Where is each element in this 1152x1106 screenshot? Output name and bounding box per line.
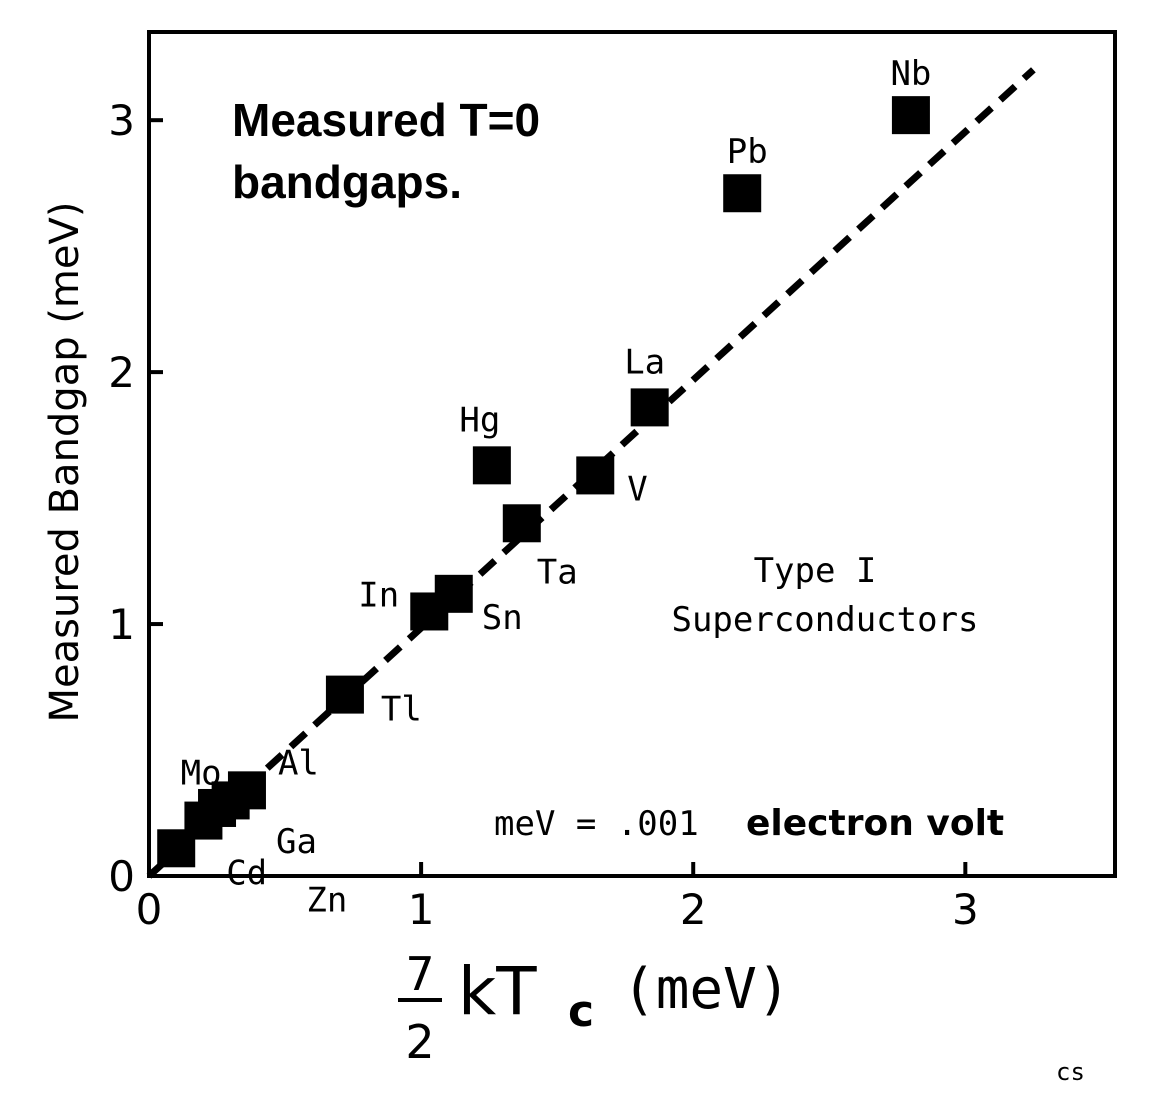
x-label-fraction-numerator: 7 <box>405 947 434 1001</box>
point-tl <box>325 675 364 714</box>
point-hg <box>472 446 511 485</box>
data-points: Cd Zn Ga Mo Al Tl In Sn Hg Ta V La Pb Nb <box>157 54 931 921</box>
point-al <box>227 771 266 810</box>
chart-title-line-1: Measured T=0 <box>232 94 540 146</box>
point-label-pb: Pb <box>727 132 768 172</box>
y-tick-label: 1 <box>108 600 135 649</box>
x-axis-label: 7 2 kT c (meV) <box>398 947 791 1069</box>
point-label-in: In <box>358 575 399 615</box>
y-tick-label: 3 <box>108 96 135 145</box>
point-label-cd: Cd <box>226 853 267 893</box>
point-label-ta: Ta <box>537 552 578 592</box>
y-tick-label: 2 <box>108 348 135 397</box>
x-tick-label: 2 <box>680 885 707 934</box>
point-label-zn: Zn <box>306 881 347 921</box>
units-note-prefix: meV = .001 <box>494 804 699 844</box>
type-label-line-2: Superconductors <box>671 600 978 640</box>
point-label-tl: Tl <box>381 690 422 730</box>
point-label-sn: Sn <box>482 598 523 638</box>
type-label-line-1: Type I <box>754 551 877 591</box>
point-label-v: V <box>627 469 647 509</box>
point-label-mo: Mo <box>181 753 222 793</box>
point-label-hg: Hg <box>459 400 500 440</box>
dashed-reference-line <box>146 67 1036 879</box>
point-pb <box>723 174 762 213</box>
point-la <box>630 388 669 427</box>
point-sn <box>434 574 473 613</box>
image-credit: cs <box>1056 1058 1085 1086</box>
chart-title-line-2: bandgaps. <box>232 156 462 208</box>
x-label-main: kT <box>458 953 537 1030</box>
point-ta <box>502 504 541 543</box>
point-label-nb: Nb <box>890 54 931 94</box>
x-tick-label: 0 <box>136 885 163 934</box>
x-tick-label: 3 <box>952 885 979 934</box>
x-label-unit: (meV) <box>622 957 791 1022</box>
plot-frame <box>147 30 1117 878</box>
point-v <box>576 456 615 495</box>
point-label-al: Al <box>278 743 319 783</box>
axis-ticks: 0 1 2 3 0 1 2 3 <box>108 96 978 934</box>
y-axis-label: Measured Bandgap (meV) <box>42 202 88 723</box>
x-label-fraction-denominator: 2 <box>405 1015 434 1069</box>
units-note-bold: electron volt <box>746 803 1004 844</box>
point-nb <box>891 96 930 135</box>
y-tick-label: 0 <box>108 852 135 901</box>
point-label-ga: Ga <box>276 822 317 862</box>
x-tick-label: 1 <box>408 885 435 934</box>
x-label-subscript: c <box>568 986 594 1037</box>
point-label-la: La <box>624 342 665 382</box>
